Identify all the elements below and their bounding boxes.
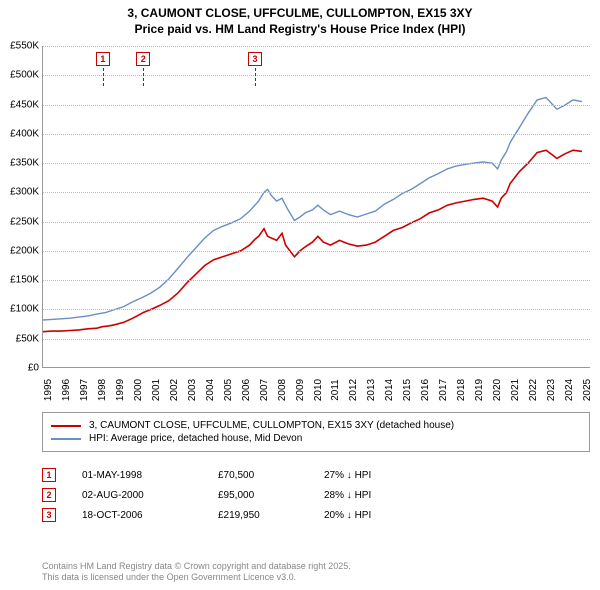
sale-date: 01-MAY-1998 [82,470,192,481]
x-axis-label: 2016 [420,379,431,401]
title-line-2: Price paid vs. HM Land Registry's House … [0,22,600,38]
x-axis-label: 2001 [151,379,162,401]
marker-badge: 2 [42,488,56,502]
y-axis-label: £450K [1,99,39,110]
sale-diff: 28% ↓ HPI [324,490,414,501]
x-axis-label: 2009 [295,379,306,401]
x-axis-label: 2011 [330,379,341,401]
x-axis-label: 2021 [510,379,521,401]
x-axis-label: 2000 [133,379,144,401]
x-axis-label: 1997 [79,379,90,401]
y-axis-label: £500K [1,70,39,81]
sales-table: 1 01-MAY-1998 £70,500 27% ↓ HPI 2 02-AUG… [42,462,414,528]
sale-price: £95,000 [218,490,298,501]
x-axis-label: 2020 [492,379,503,401]
y-axis-label: £300K [1,187,39,198]
y-axis-label: £200K [1,245,39,256]
legend-label: 3, CAUMONT CLOSE, UFFCULME, CULLOMPTON, … [89,420,454,431]
chart-title: 3, CAUMONT CLOSE, UFFCULME, CULLOMPTON, … [0,0,600,37]
footer-line-1: Contains HM Land Registry data © Crown c… [42,561,351,573]
y-axis-label: £250K [1,216,39,227]
x-axis-label: 2019 [474,379,485,401]
y-axis-label: £350K [1,158,39,169]
x-axis-label: 2013 [366,379,377,401]
marker-tick [255,68,256,86]
x-axis-label: 2004 [205,379,216,401]
y-axis-label: £50K [1,333,39,344]
x-axis-label: 2024 [564,379,575,401]
x-axis-label: 2023 [546,379,557,401]
sale-marker: 1 [96,52,110,66]
legend-swatch-blue [51,438,81,440]
marker-tick [103,68,104,86]
x-axis-label: 1998 [97,379,108,401]
x-axis-label: 2008 [277,379,288,401]
x-axis-label: 2018 [456,379,467,401]
legend-item: 3, CAUMONT CLOSE, UFFCULME, CULLOMPTON, … [51,420,581,431]
sale-date: 02-AUG-2000 [82,490,192,501]
x-axis-label: 2012 [348,379,359,401]
legend-item: HPI: Average price, detached house, Mid … [51,433,581,444]
y-axis-label: £550K [1,41,39,52]
series-line [43,150,582,332]
footer-line-2: This data is licensed under the Open Gov… [42,572,351,584]
x-axis-label: 2006 [241,379,252,401]
x-axis-label: 2005 [223,379,234,401]
y-axis-label: £100K [1,304,39,315]
x-axis-label: 1996 [61,379,72,401]
legend-swatch-red [51,425,81,427]
attribution-footer: Contains HM Land Registry data © Crown c… [42,561,351,584]
x-axis-label: 2007 [259,379,270,401]
plot-area: £0£50K£100K£150K£200K£250K£300K£350K£400… [42,46,590,368]
sale-diff: 27% ↓ HPI [324,470,414,481]
y-axis-label: £400K [1,128,39,139]
x-axis-label: 2014 [384,379,395,401]
sales-row: 2 02-AUG-2000 £95,000 28% ↓ HPI [42,488,414,502]
sale-price: £219,950 [218,510,298,521]
y-axis-label: £0 [1,363,39,374]
sales-row: 3 18-OCT-2006 £219,950 20% ↓ HPI [42,508,414,522]
series-line [43,98,582,321]
legend-label: HPI: Average price, detached house, Mid … [89,433,302,444]
x-axis-label: 2010 [313,379,324,401]
x-axis-label: 2002 [169,379,180,401]
x-axis-label: 2022 [528,379,539,401]
marker-badge: 3 [42,508,56,522]
title-line-1: 3, CAUMONT CLOSE, UFFCULME, CULLOMPTON, … [0,6,600,22]
marker-badge: 1 [42,468,56,482]
x-axis-label: 1995 [43,379,54,401]
sale-diff: 20% ↓ HPI [324,510,414,521]
x-axis-label: 2015 [402,379,413,401]
sale-marker: 3 [248,52,262,66]
y-axis-label: £150K [1,275,39,286]
x-axis-label: 1999 [115,379,126,401]
x-axis-label: 2017 [438,379,449,401]
sale-date: 18-OCT-2006 [82,510,192,521]
sale-price: £70,500 [218,470,298,481]
sale-marker: 2 [136,52,150,66]
sales-row: 1 01-MAY-1998 £70,500 27% ↓ HPI [42,468,414,482]
legend: 3, CAUMONT CLOSE, UFFCULME, CULLOMPTON, … [42,412,590,452]
marker-tick [143,68,144,86]
x-axis-label: 2003 [187,379,198,401]
chart-lines [43,46,590,367]
x-axis-label: 2025 [582,379,593,401]
chart-container: 3, CAUMONT CLOSE, UFFCULME, CULLOMPTON, … [0,0,600,590]
